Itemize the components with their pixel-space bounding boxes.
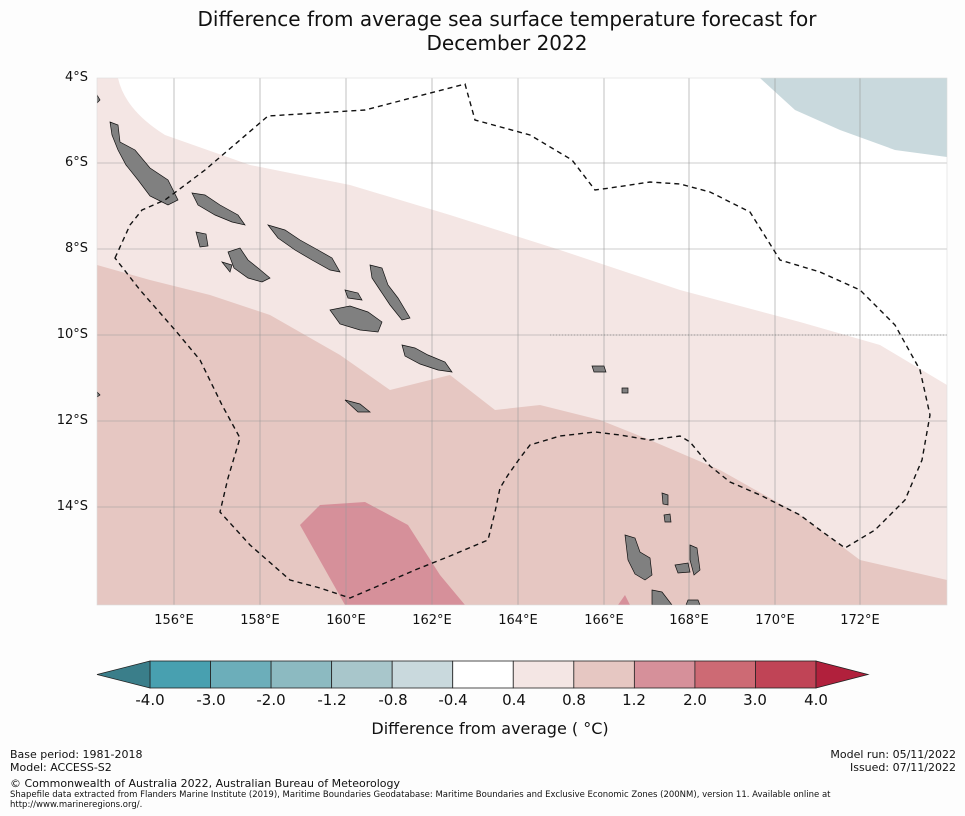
colorbar-segment	[210, 660, 272, 689]
colorbar-segment	[633, 660, 696, 689]
island-efate	[651, 589, 673, 605]
colorbar-tick: -2.0	[256, 691, 286, 709]
colorbar-tick: -1.2	[317, 691, 347, 709]
island-makira	[401, 344, 453, 373]
island-epi	[685, 599, 701, 605]
colorbar	[96, 660, 870, 689]
island-maewo	[663, 513, 672, 523]
colorbar-segment	[573, 660, 635, 689]
lat-label-8s: 8°S	[64, 241, 88, 256]
colorbar-segment	[755, 660, 817, 689]
lon-label-170e: 170°E	[755, 613, 795, 628]
colorbar-tick: -4.0	[135, 691, 165, 709]
island-florida	[344, 289, 363, 301]
colorbar-segment	[391, 660, 454, 689]
anomaly-patch-south	[618, 595, 630, 605]
colorbar-tick: 0.4	[502, 691, 526, 709]
anomaly-band-cool	[760, 78, 947, 157]
island-santa-isabel	[267, 224, 341, 273]
lat-label-12s: 12°S	[56, 413, 88, 428]
lat-label-6s: 6°S	[64, 155, 88, 170]
model-run-text: Model run: 05/11/2022	[830, 748, 956, 761]
island-ambae	[661, 492, 669, 506]
island-west-edge-2	[97, 391, 101, 398]
colorbar-tick: 1.2	[622, 691, 646, 709]
map-area	[97, 78, 947, 605]
copyright-text: © Commonwealth of Australia 2022, Austra…	[10, 777, 400, 790]
colorbar-tick: 0.8	[562, 691, 586, 709]
island-new-georgia-1	[195, 231, 209, 248]
colorbar-segment	[331, 660, 393, 689]
colorbar-segment	[452, 660, 514, 689]
lon-label-158e: 158°E	[240, 613, 280, 628]
colorbar-segment	[694, 660, 756, 689]
colorbar-tick: -0.4	[438, 691, 468, 709]
colorbar-segment	[149, 660, 211, 689]
shapefile-credit-line-2: http://www.marineregions.org/.	[10, 800, 143, 810]
colorbar-label: Difference from average ( °C)	[371, 719, 609, 738]
lon-label-156e: 156°E	[154, 613, 194, 628]
colorbar-tick: 2.0	[683, 691, 707, 709]
anomaly-band-1.2-2.0	[300, 502, 465, 605]
island-west-edge	[97, 94, 101, 104]
lat-label-10s: 10°S	[56, 327, 88, 342]
island-bougainville	[109, 121, 179, 206]
shapefile-credit-line-1: Shapefile data extracted from Flanders M…	[10, 790, 831, 800]
lon-label-164e: 164°E	[498, 613, 538, 628]
lon-label-166e: 166°E	[584, 613, 624, 628]
title-line-2: December 2022	[426, 31, 588, 55]
lon-label-168e: 168°E	[669, 613, 709, 628]
colorbar-tick: 3.0	[743, 691, 767, 709]
colorbar-extend-high	[815, 660, 870, 689]
island-guadalcanal	[329, 305, 383, 333]
title-line-1: Difference from average sea surface temp…	[197, 7, 817, 31]
island-vanikoro	[621, 387, 629, 394]
lon-label-160e: 160°E	[326, 613, 366, 628]
island-new-georgia-3	[221, 261, 233, 273]
land	[97, 94, 701, 605]
base-period-text: Base period: 1981-2018	[10, 748, 143, 761]
colorbar-tick: -3.0	[196, 691, 226, 709]
colorbar-tick: -0.8	[378, 691, 408, 709]
island-rennell	[344, 399, 371, 413]
colorbar-tick: 4.0	[804, 691, 828, 709]
island-choiseul	[191, 192, 246, 226]
lat-label-14s: 14°S	[56, 499, 88, 514]
island-malekula	[674, 562, 691, 574]
lon-label-162e: 162°E	[412, 613, 452, 628]
island-new-georgia-2	[227, 247, 271, 283]
island-pentecost	[689, 544, 701, 576]
colorbar-segment	[270, 660, 333, 689]
shapefile-credit: Shapefile data extracted from Flanders M…	[10, 790, 950, 810]
model-text: Model: ACCESS-S2	[10, 761, 112, 774]
lon-label-172e: 172°E	[840, 613, 880, 628]
eez-boundary	[114, 83, 931, 599]
issued-text: Issued: 07/11/2022	[849, 761, 956, 774]
colorbar-extend-low	[96, 660, 151, 689]
island-malaita	[369, 264, 411, 321]
island-santa-cruz	[591, 365, 607, 373]
island-espiritu-santo	[624, 534, 653, 581]
lat-label-4s: 4°S	[64, 70, 88, 85]
chart-title: Difference from average sea surface temp…	[0, 7, 965, 55]
colorbar-segment	[512, 660, 575, 689]
